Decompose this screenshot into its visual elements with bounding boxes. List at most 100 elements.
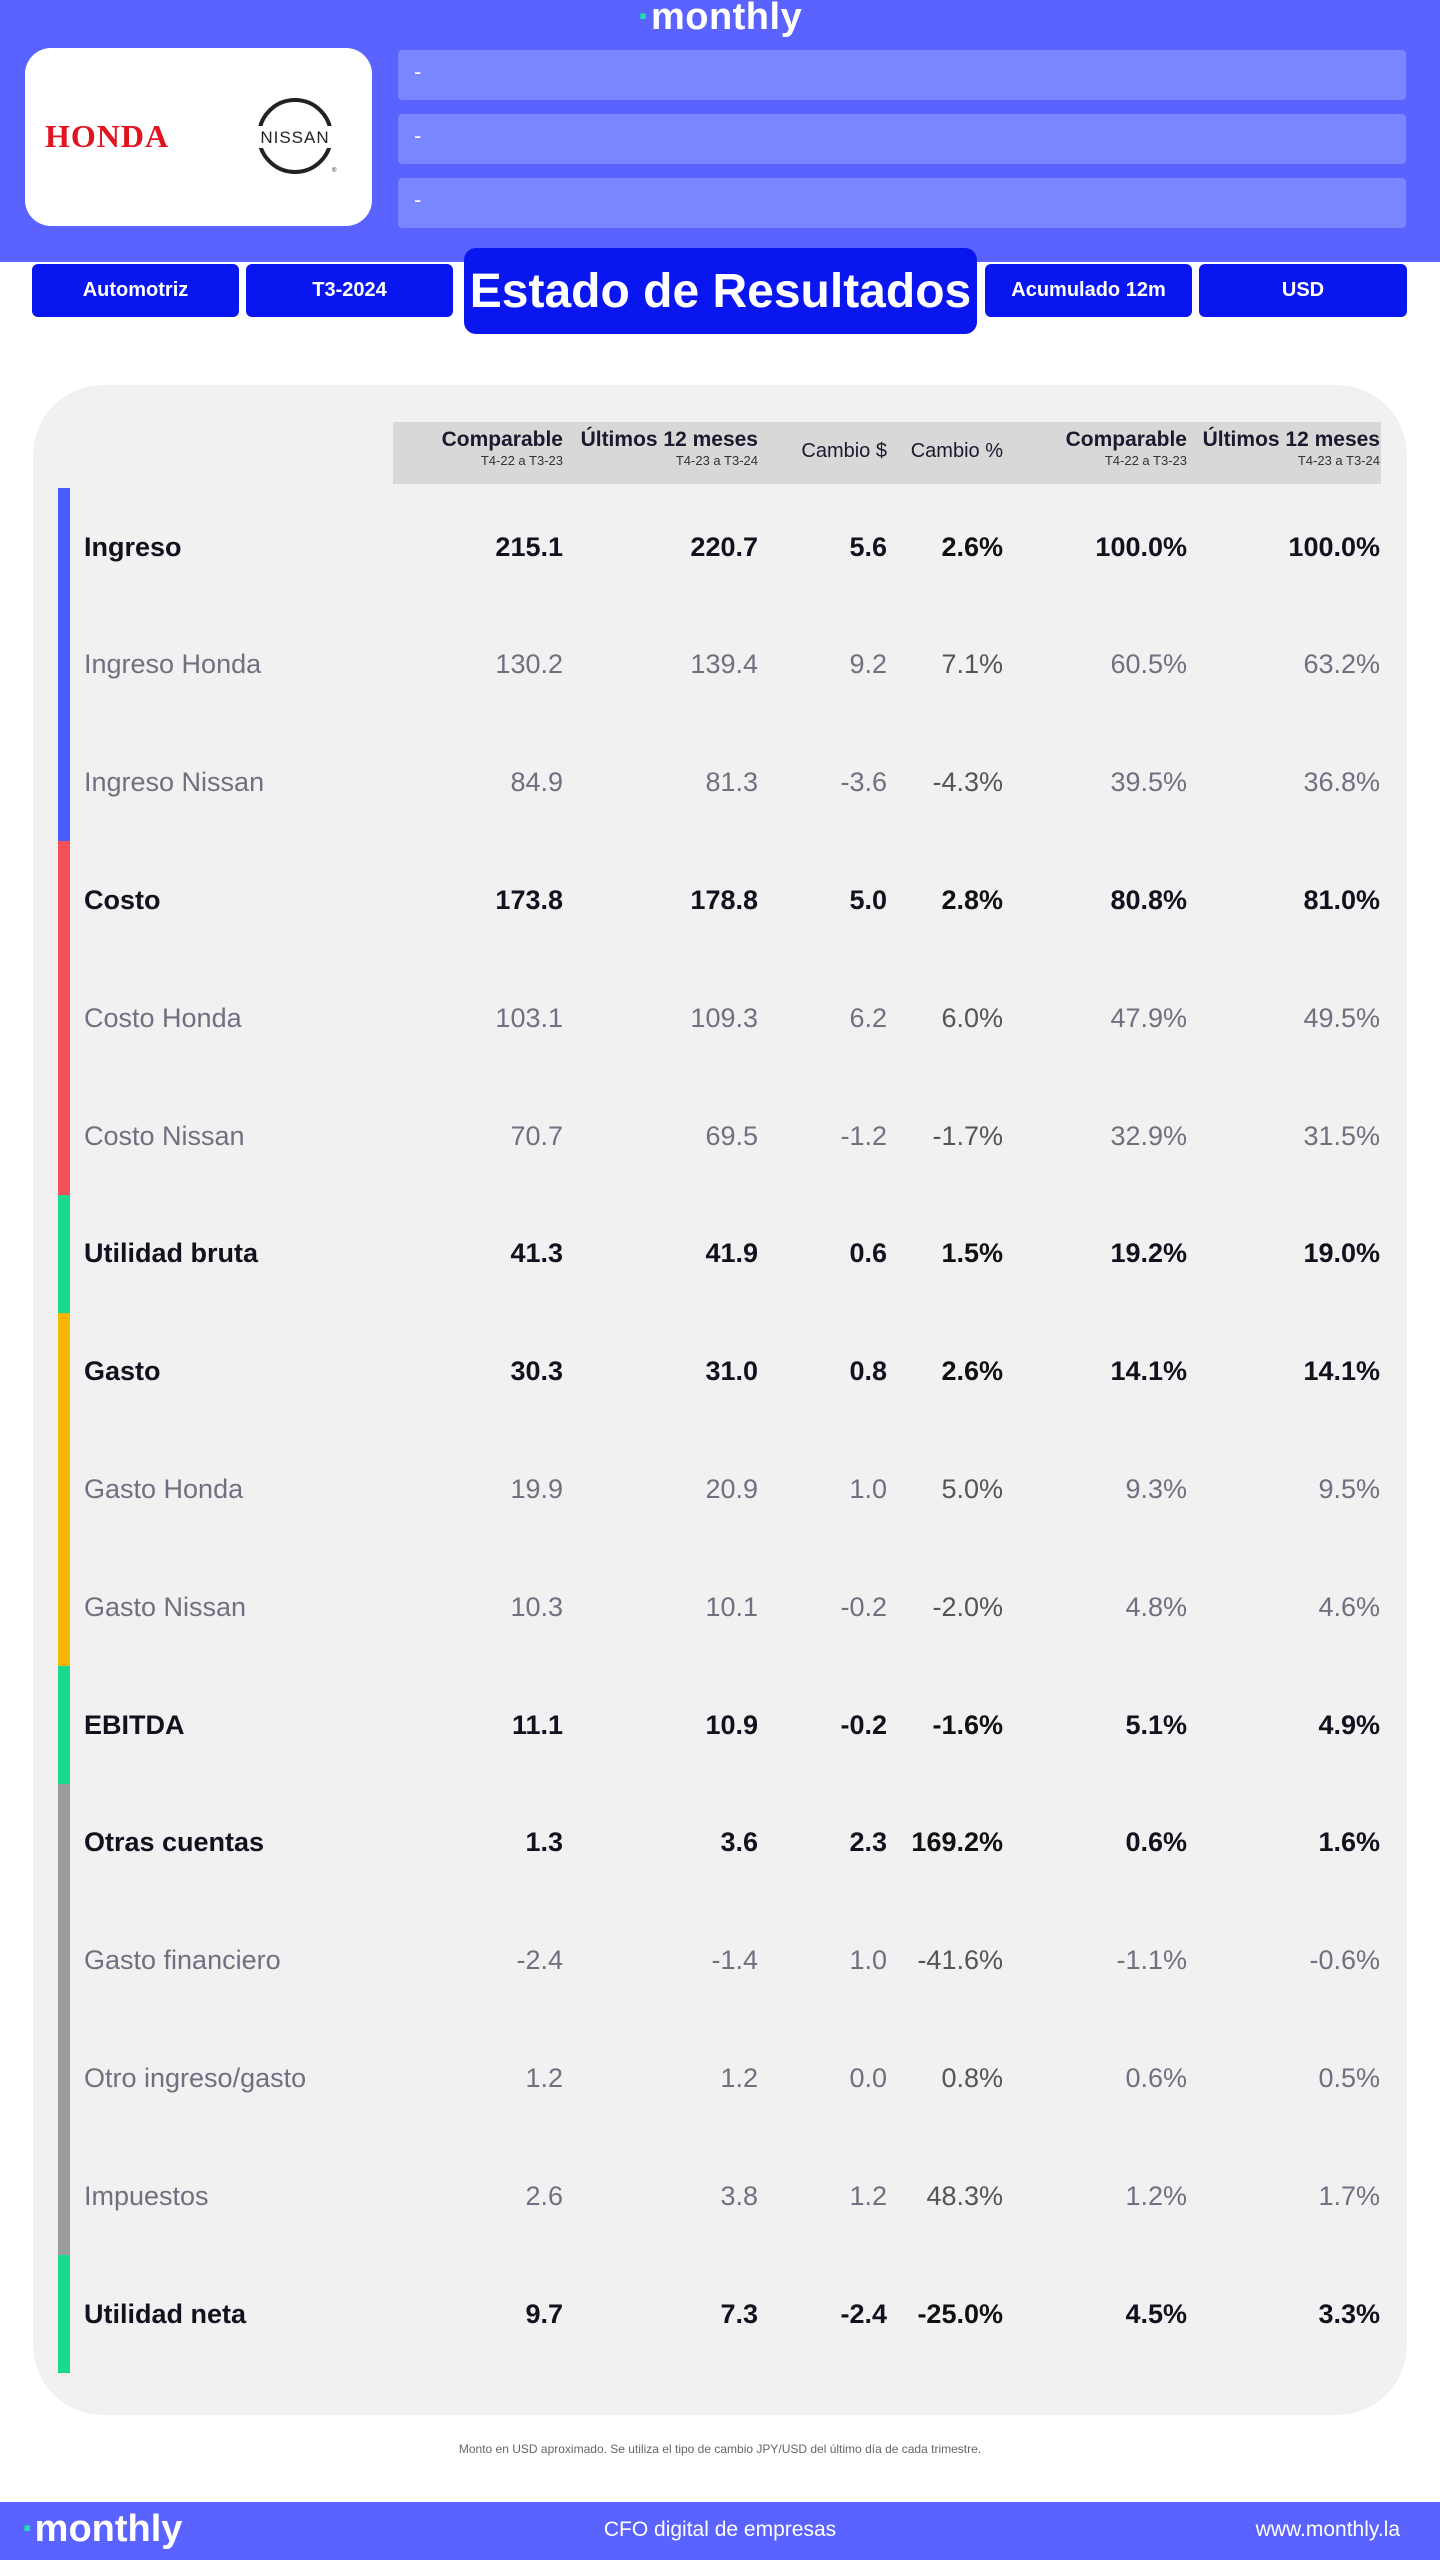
cell-ultimos-12-meses: 139.4 (690, 649, 758, 680)
row-group-color-bar (58, 2019, 70, 2138)
tag-basis: Acumulado 12m (985, 264, 1192, 317)
cell-cambio-pct: 169.2% (911, 1827, 1003, 1858)
cell-comparable: 10.3 (510, 1591, 563, 1622)
cell-comparable-pct: 47.9% (1110, 1002, 1187, 1033)
row-label: Costo (84, 884, 161, 915)
table-header-background (393, 422, 1381, 484)
cell-cambio-pct: -1.7% (932, 1120, 1003, 1151)
cell-cambio-pct: 48.3% (926, 2180, 1003, 2211)
col-header-comparable-pct: Comparable T4-22 a T3-23 (1065, 428, 1187, 468)
cell-ultimos-12-meses-pct: 1.6% (1318, 1827, 1380, 1858)
row-label: Otro ingreso/gasto (84, 2062, 307, 2093)
row-group-color-bar (58, 1194, 70, 1313)
cell-comparable-pct: 5.1% (1125, 1709, 1187, 1740)
company-logos-card: HONDA NISSAN ® (25, 48, 372, 226)
row-label: Utilidad bruta (84, 1238, 258, 1269)
cell-ultimos-12-meses-pct: -0.6% (1309, 1945, 1380, 1976)
table-row: Costo 173.8 178.8 5.0 2.8% 80.8% 81.0% (0, 841, 1440, 960)
tag-period: T3-2024 (246, 264, 453, 317)
cell-cambio-dolar: 1.2 (849, 2180, 887, 2211)
cell-comparable-pct: 4.5% (1125, 2298, 1187, 2329)
row-group-color-bar (58, 2137, 70, 2256)
table-row: Otro ingreso/gasto 1.2 1.2 0.0 0.8% 0.6% 0.5% (0, 2019, 1440, 2138)
table-row: Gasto 30.3 31.0 0.8 2.6% 14.1% 14.1% (0, 1312, 1440, 1431)
cell-ultimos-12-meses: 20.9 (705, 1473, 758, 1504)
row-group-color-bar (58, 1430, 70, 1549)
cell-cambio-dolar: -1.2 (840, 1120, 887, 1151)
footer-tagline: CFO digital de empresas (603, 2518, 837, 2541)
svg-text:®: ® (332, 167, 337, 174)
cell-cambio-dolar: 1.0 (849, 1473, 887, 1504)
cell-cambio-dolar: 5.0 (849, 884, 887, 915)
row-label: Ingreso (84, 531, 182, 562)
row-label: Impuestos (84, 2180, 209, 2211)
cell-ultimos-12-meses: 31.0 (705, 1356, 758, 1387)
cell-ultimos-12-meses-pct: 63.2% (1303, 649, 1380, 680)
cell-cambio-pct: 7.1% (941, 649, 1003, 680)
cell-comparable: 1.3 (525, 1827, 563, 1858)
cell-cambio-dolar: -2.4 (840, 2298, 887, 2329)
svg-text:NISSAN: NISSAN (260, 128, 329, 147)
cell-cambio-dolar: -3.6 (840, 767, 887, 798)
cell-comparable: 19.9 (510, 1473, 563, 1504)
row-group-color-bar (58, 723, 70, 842)
cell-comparable: 84.9 (510, 767, 563, 798)
cell-ultimos-12-meses: 109.3 (690, 1002, 758, 1033)
cell-comparable-pct: 4.8% (1125, 1591, 1187, 1622)
cell-ultimos-12-meses-pct: 36.8% (1303, 767, 1380, 798)
cell-cambio-pct: -2.0% (932, 1591, 1003, 1622)
cell-cambio-pct: 2.6% (941, 531, 1003, 562)
table-row: Impuestos 2.6 3.8 1.2 48.3% 1.2% 1.7% (0, 2137, 1440, 2256)
col-header-comparable: Comparable T4-22 a T3-23 (441, 428, 563, 468)
table-row: Ingreso 215.1 220.7 5.6 2.6% 100.0% 100.0% (0, 488, 1440, 606)
page-title: Estado de Resultados (464, 248, 977, 334)
cell-comparable: 103.1 (495, 1002, 563, 1033)
cell-ultimos-12-meses: 41.9 (705, 1238, 758, 1269)
row-label: Utilidad neta (84, 2298, 247, 2329)
cell-comparable: 130.2 (495, 649, 563, 680)
cell-comparable: -2.4 (516, 1945, 563, 1976)
row-group-color-bar (58, 1901, 70, 2020)
row-label: Otras cuentas (84, 1827, 265, 1858)
cell-ultimos-12-meses: 3.8 (720, 2180, 758, 2211)
table-row: Otras cuentas 1.3 3.6 2.3 169.2% 0.6% 1.6% (0, 1783, 1440, 1902)
cell-comparable-pct: 80.8% (1110, 884, 1187, 915)
footer-url[interactable]: www.monthly.la (1255, 2518, 1400, 2541)
cell-cambio-dolar: 6.2 (849, 1002, 887, 1033)
cell-comparable: 215.1 (495, 531, 563, 562)
cell-cambio-pct: -41.6% (917, 1945, 1003, 1976)
table-row: Gasto financiero -2.4 -1.4 1.0 -41.6% -1.1% -0… (0, 1901, 1440, 2020)
col-header-cambio-pct: Cambio % (910, 440, 1003, 462)
cell-cambio-pct: -4.3% (932, 767, 1003, 798)
row-label: Costo Nissan (84, 1120, 245, 1151)
table-row: EBITDA 11.1 10.9 -0.2 -1.6% 5.1% 4.9% (0, 1666, 1440, 1784)
cell-cambio-dolar: 9.2 (849, 649, 887, 680)
row-group-color-bar (58, 1666, 70, 1784)
info-field-3: - (398, 178, 1406, 228)
cell-cambio-pct: 2.8% (941, 884, 1003, 915)
brand-logo-top: ·monthly (637, 0, 803, 38)
table-row: Utilidad bruta 41.3 41.9 0.6 1.5% 19.2% 19.0% (0, 1194, 1440, 1313)
table-row: Costo Nissan 70.7 69.5 -1.2 -1.7% 32.9% 31.5% (0, 1077, 1440, 1195)
cell-ultimos-12-meses-pct: 49.5% (1303, 1002, 1380, 1033)
col-header-ultimos-12-meses: Últimos 12 meses T4-23 a T3-24 (580, 428, 758, 468)
cell-ultimos-12-meses: 220.7 (690, 531, 758, 562)
cell-ultimos-12-meses-pct: 1.7% (1318, 2180, 1380, 2211)
tag-currency: USD (1199, 264, 1407, 317)
row-label: Gasto financiero (84, 1945, 281, 1976)
cell-cambio-pct: -1.6% (932, 1709, 1003, 1740)
row-group-color-bar (58, 1312, 70, 1431)
footnote: Monto en USD aproximado. Se utiliza el t… (458, 2442, 982, 2456)
row-group-color-bar (58, 1548, 70, 1667)
cell-cambio-dolar: 1.0 (849, 1945, 887, 1976)
cell-comparable-pct: 100.0% (1095, 531, 1187, 562)
cell-cambio-pct: 6.0% (941, 1002, 1003, 1033)
table-row: Ingreso Nissan 84.9 81.3 -3.6 -4.3% 39.5% 36.8… (0, 723, 1440, 842)
cell-ultimos-12-meses-pct: 81.0% (1303, 884, 1380, 915)
table-row: Gasto Nissan 10.3 10.1 -0.2 -2.0% 4.8% 4.6% (0, 1548, 1440, 1667)
row-label: Ingreso Honda (84, 649, 262, 680)
cell-cambio-dolar: 0.8 (849, 1356, 887, 1387)
cell-ultimos-12-meses: 3.6 (720, 1827, 758, 1858)
row-group-color-bar (58, 2255, 70, 2373)
tag-sector: Automotriz (32, 264, 239, 317)
